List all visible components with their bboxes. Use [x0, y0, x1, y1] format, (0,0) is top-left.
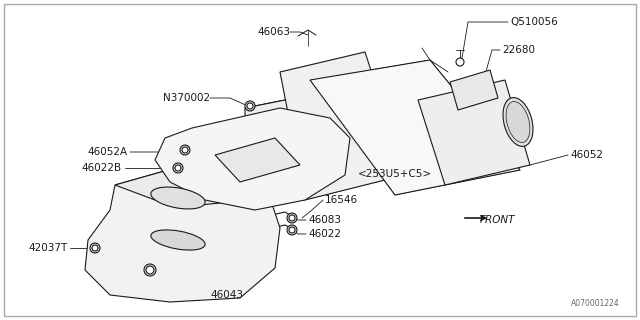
Text: FRONT: FRONT: [480, 215, 515, 225]
Polygon shape: [375, 82, 415, 175]
Ellipse shape: [151, 230, 205, 250]
Circle shape: [289, 215, 295, 221]
Polygon shape: [245, 82, 415, 134]
Circle shape: [182, 147, 188, 153]
Text: 42037T: 42037T: [29, 243, 68, 253]
Circle shape: [247, 103, 253, 109]
Text: N370002: N370002: [163, 93, 210, 103]
Text: 22680: 22680: [502, 45, 535, 55]
Circle shape: [175, 165, 181, 171]
Circle shape: [92, 245, 98, 251]
Text: 16546: 16546: [325, 195, 358, 205]
Ellipse shape: [506, 101, 530, 142]
Circle shape: [456, 58, 464, 66]
Text: 46052A: 46052A: [88, 147, 128, 157]
Text: <253U5+C5>: <253U5+C5>: [358, 169, 432, 179]
Text: 46063: 46063: [257, 27, 290, 37]
Text: 46022B: 46022B: [82, 163, 122, 173]
Polygon shape: [245, 82, 375, 175]
Text: 46052: 46052: [570, 150, 603, 160]
Circle shape: [245, 101, 255, 111]
Polygon shape: [450, 70, 498, 110]
Text: 46043: 46043: [210, 290, 243, 300]
Polygon shape: [310, 60, 520, 195]
Circle shape: [289, 227, 295, 233]
Polygon shape: [418, 80, 530, 185]
Polygon shape: [215, 138, 300, 182]
Text: Q510056: Q510056: [510, 17, 557, 27]
Text: A070001224: A070001224: [572, 299, 620, 308]
Polygon shape: [85, 168, 280, 302]
Polygon shape: [155, 108, 350, 210]
Circle shape: [287, 213, 297, 223]
Circle shape: [146, 266, 154, 274]
Ellipse shape: [151, 187, 205, 209]
Text: 46022: 46022: [308, 229, 341, 239]
Polygon shape: [280, 52, 405, 200]
Circle shape: [287, 225, 297, 235]
Text: 46083: 46083: [308, 215, 341, 225]
Circle shape: [173, 163, 183, 173]
Circle shape: [180, 145, 190, 155]
Ellipse shape: [503, 98, 533, 147]
Circle shape: [90, 243, 100, 253]
Polygon shape: [115, 168, 270, 205]
Circle shape: [144, 264, 156, 276]
